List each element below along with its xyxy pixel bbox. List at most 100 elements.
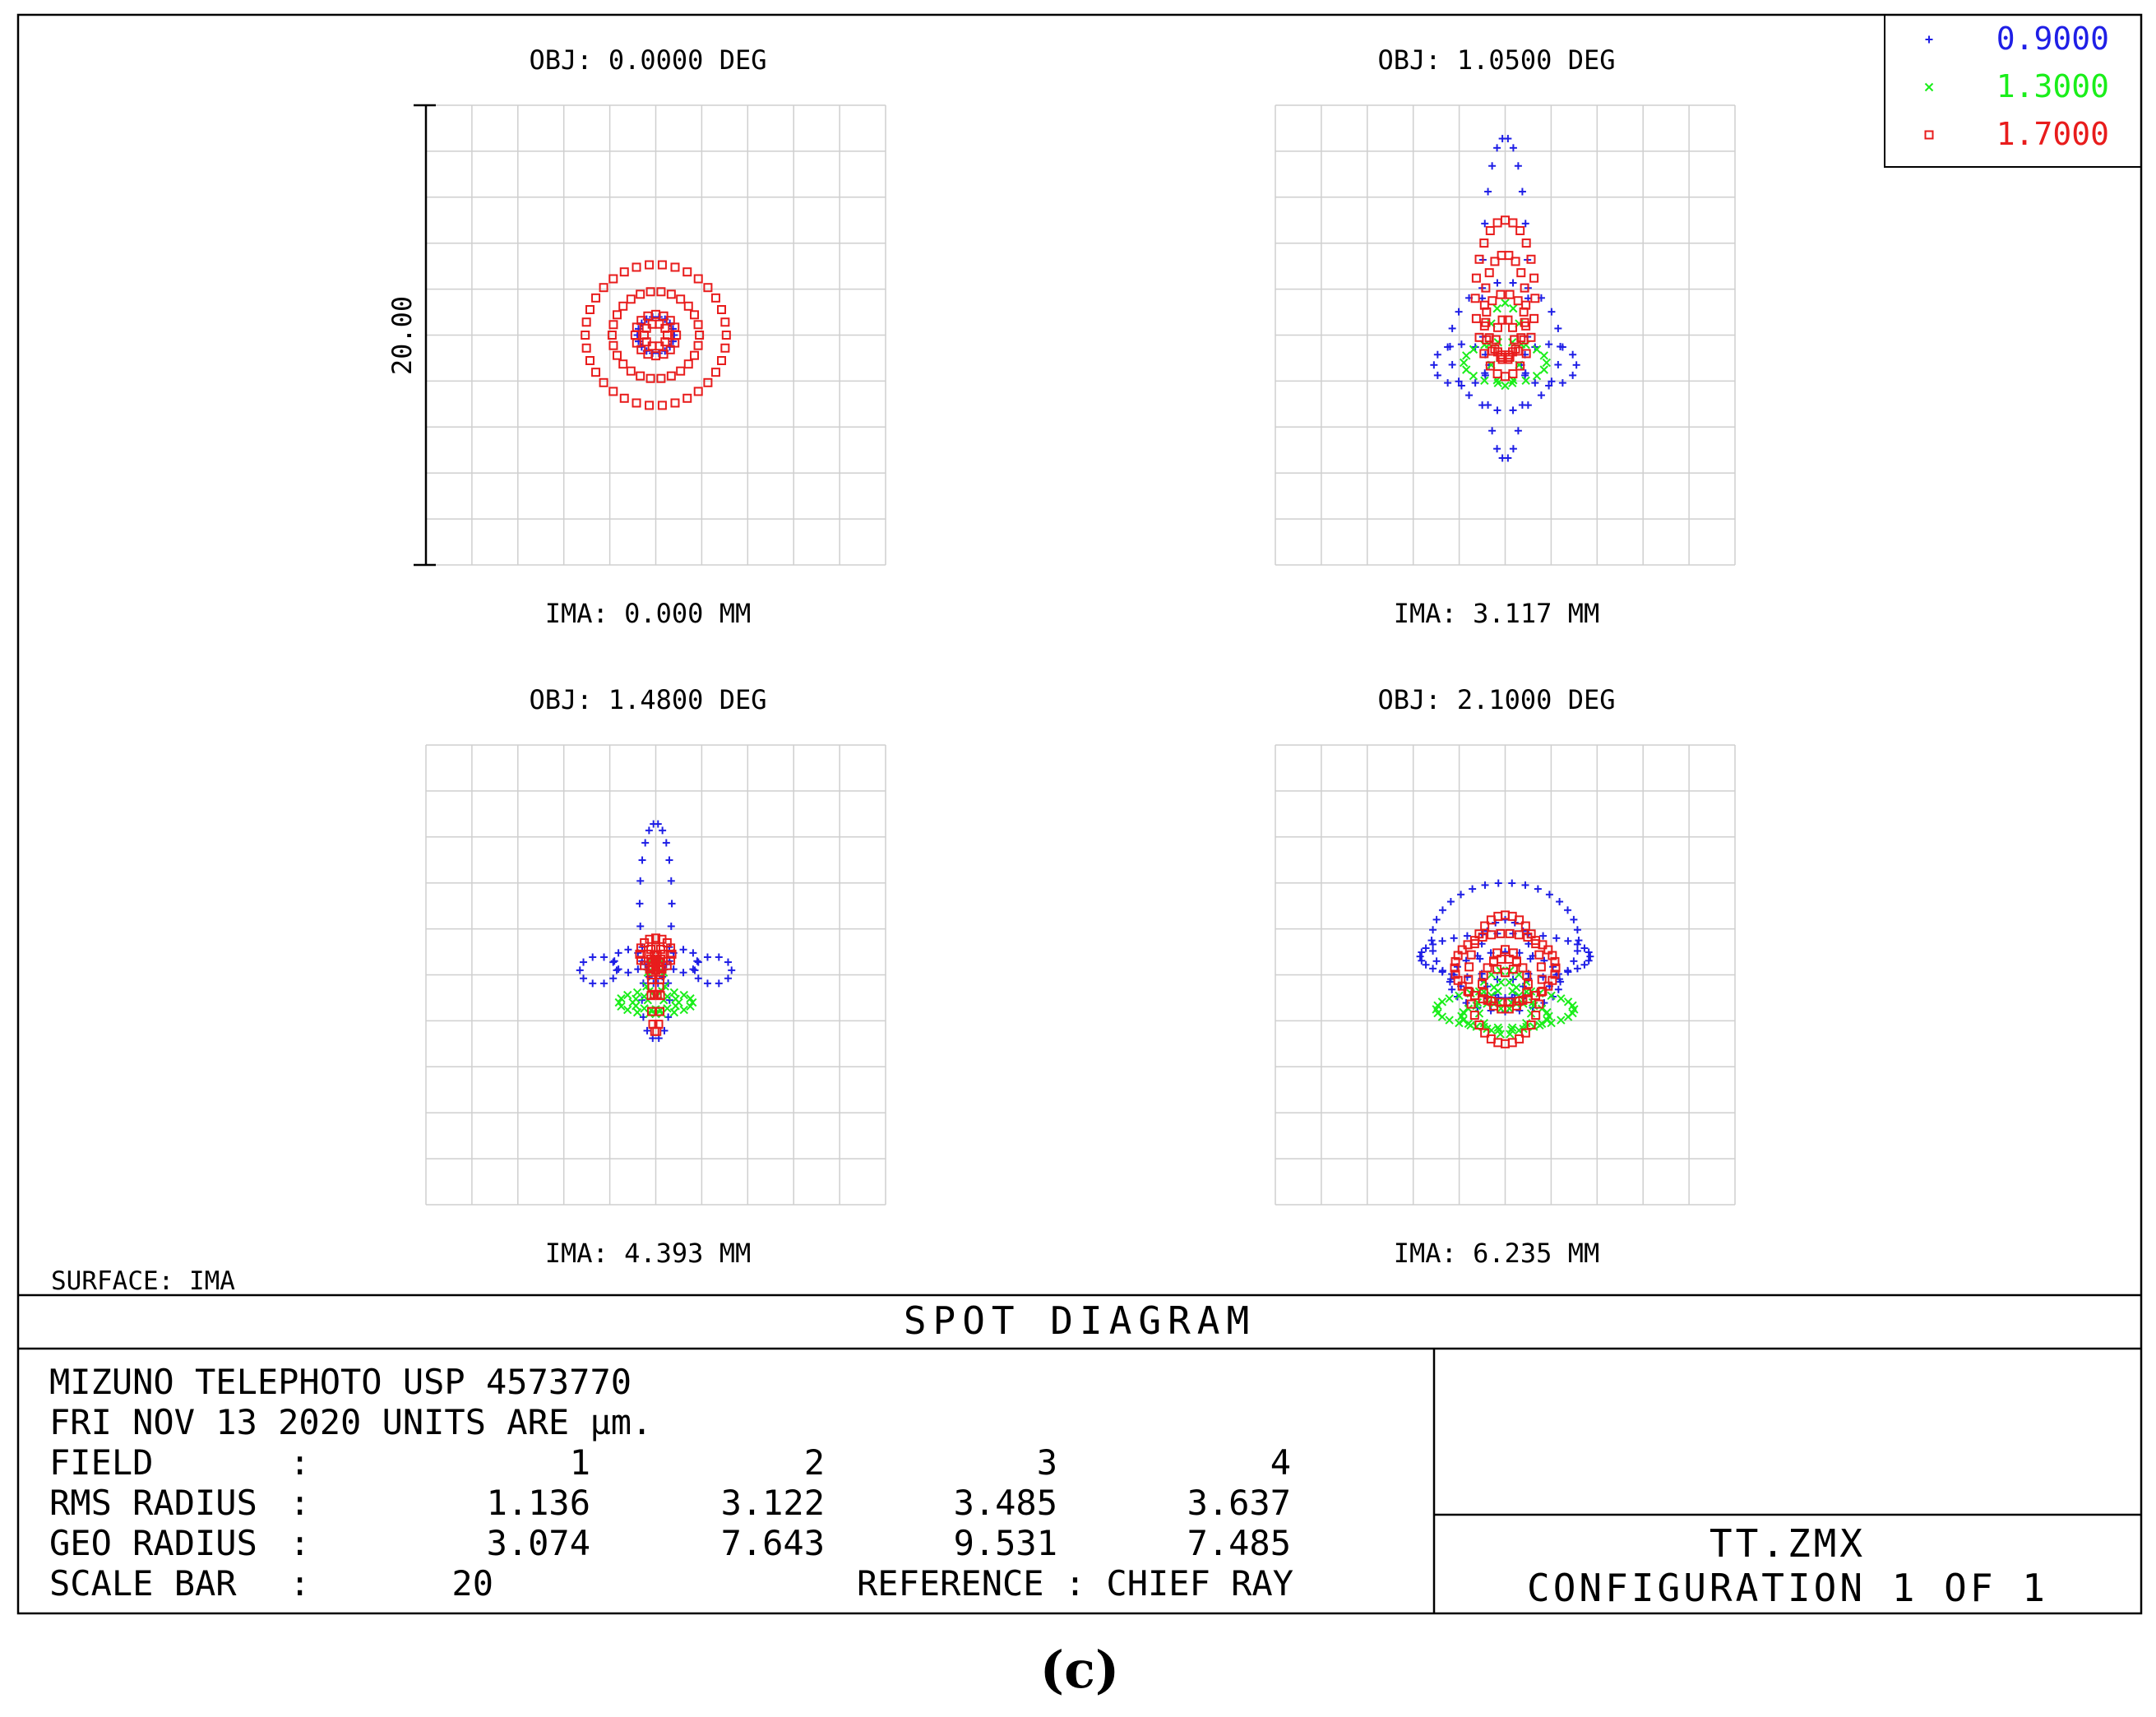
series-1.7000	[635, 933, 677, 1036]
spot-point	[1445, 994, 1454, 1003]
legend-marker	[1924, 82, 1934, 92]
scale-bar-label: 20.00	[386, 296, 418, 375]
spot-point	[626, 366, 636, 376]
spot-point	[1474, 929, 1484, 939]
spot-point	[1465, 391, 1474, 400]
spot-point	[1481, 371, 1489, 379]
spot-point	[1457, 891, 1465, 899]
panel-1-ima-label: IMA: 0.000 MM	[545, 598, 751, 629]
spot-point	[666, 371, 676, 381]
spot-point	[669, 1007, 679, 1017]
rms-row-label: RMS RADIUS	[49, 1483, 257, 1523]
spot-point	[1494, 879, 1502, 887]
spot-point	[1480, 921, 1490, 931]
spot-point	[1480, 1028, 1490, 1038]
series-1.7000	[1470, 215, 1540, 382]
spot-point	[1520, 1028, 1530, 1038]
spot-point	[650, 820, 658, 828]
legend-label: 1.7000	[1996, 116, 2109, 152]
spot-point	[655, 970, 665, 979]
spot-point	[724, 974, 732, 983]
spot-point	[1496, 928, 1506, 938]
spot-point	[686, 1002, 695, 1011]
legend-label: 1.3000	[1996, 68, 2109, 104]
spot-point	[1470, 294, 1480, 303]
rms-colon: :	[289, 1483, 310, 1523]
spot-point	[679, 969, 687, 977]
scale-colon: :	[289, 1563, 310, 1604]
spot-point	[1485, 361, 1495, 371]
spot-point	[1526, 929, 1536, 939]
spot-point	[1493, 279, 1501, 287]
spot-point	[728, 966, 736, 974]
spot-point	[636, 371, 645, 381]
spot-point	[1478, 970, 1488, 980]
spot-point	[1551, 963, 1561, 973]
spot-point	[1471, 313, 1481, 323]
spot-point	[1537, 1019, 1547, 1029]
spot-point	[671, 1002, 680, 1011]
spot-point	[580, 974, 588, 983]
spot-point	[1536, 987, 1546, 997]
spot-point	[717, 355, 727, 365]
spot-point	[720, 343, 730, 353]
spot-point	[1488, 162, 1497, 170]
spot-point	[667, 877, 675, 885]
field-number: 3	[1037, 1442, 1057, 1483]
spot-point	[1515, 1007, 1524, 1015]
spot-point	[1547, 991, 1556, 1001]
spot-point	[1504, 454, 1512, 462]
spot-point	[589, 953, 597, 961]
spot-point	[1508, 322, 1518, 332]
rms-value: 3.637	[1187, 1483, 1291, 1523]
spot-point	[1585, 956, 1593, 965]
spot-point	[632, 988, 642, 997]
spot-point	[715, 953, 723, 961]
spot-point	[1485, 225, 1495, 235]
geo-colon: :	[289, 1523, 310, 1563]
spot-point	[1450, 963, 1460, 973]
spot-point	[1429, 926, 1437, 934]
reference-line: REFERENCE : CHIEF RAY	[857, 1563, 1293, 1604]
spot-point	[655, 982, 664, 992]
panel-2-obj-label: OBJ: 1.0500 DEG	[1378, 44, 1616, 76]
spot-point	[626, 294, 636, 304]
spot-point	[608, 320, 618, 330]
rms-value: 1.136	[487, 1483, 590, 1523]
spot-panels	[425, 104, 1736, 1206]
spot-point	[1427, 937, 1436, 945]
outer-frame	[16, 13, 2143, 1615]
panel-4-obj-label: OBJ: 2.1000 DEG	[1378, 684, 1616, 715]
spot-point	[1450, 934, 1458, 942]
spot-point	[690, 350, 700, 360]
spot-point	[1498, 135, 1506, 143]
spot-point	[703, 283, 713, 293]
spot-point	[655, 1007, 665, 1016]
spot-point	[608, 274, 618, 284]
spot-point	[720, 317, 730, 327]
spot-point	[1564, 966, 1572, 974]
spot-point	[1490, 257, 1500, 266]
spot-point	[636, 289, 645, 299]
spot-point	[679, 990, 688, 1000]
spot-panel-1	[425, 104, 886, 566]
spot-point	[1438, 966, 1446, 974]
spot-point	[693, 386, 703, 396]
spot-point	[1508, 1023, 1517, 1032]
spot-point	[1521, 321, 1531, 331]
spot-point	[1545, 382, 1553, 390]
spot-point	[1548, 377, 1556, 386]
spot-point	[659, 826, 667, 835]
spot-point	[1444, 379, 1452, 387]
spot-point	[689, 965, 697, 974]
spot-point	[1492, 322, 1502, 332]
spot-point	[670, 398, 680, 408]
spot-point	[1492, 303, 1501, 313]
spot-point	[1463, 932, 1471, 940]
spot-point	[1550, 970, 1560, 979]
spot-point	[1446, 978, 1454, 986]
scale-row-label: SCALE BAR	[49, 1563, 237, 1604]
spot-point	[647, 958, 657, 968]
panel-3-obj-label: OBJ: 1.4800 DEG	[530, 684, 767, 715]
spot-point	[645, 964, 655, 974]
